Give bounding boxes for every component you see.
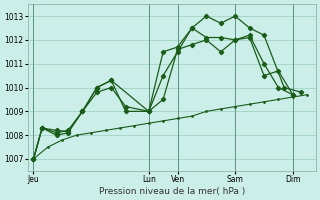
X-axis label: Pression niveau de la mer( hPa ): Pression niveau de la mer( hPa ) <box>99 187 245 196</box>
